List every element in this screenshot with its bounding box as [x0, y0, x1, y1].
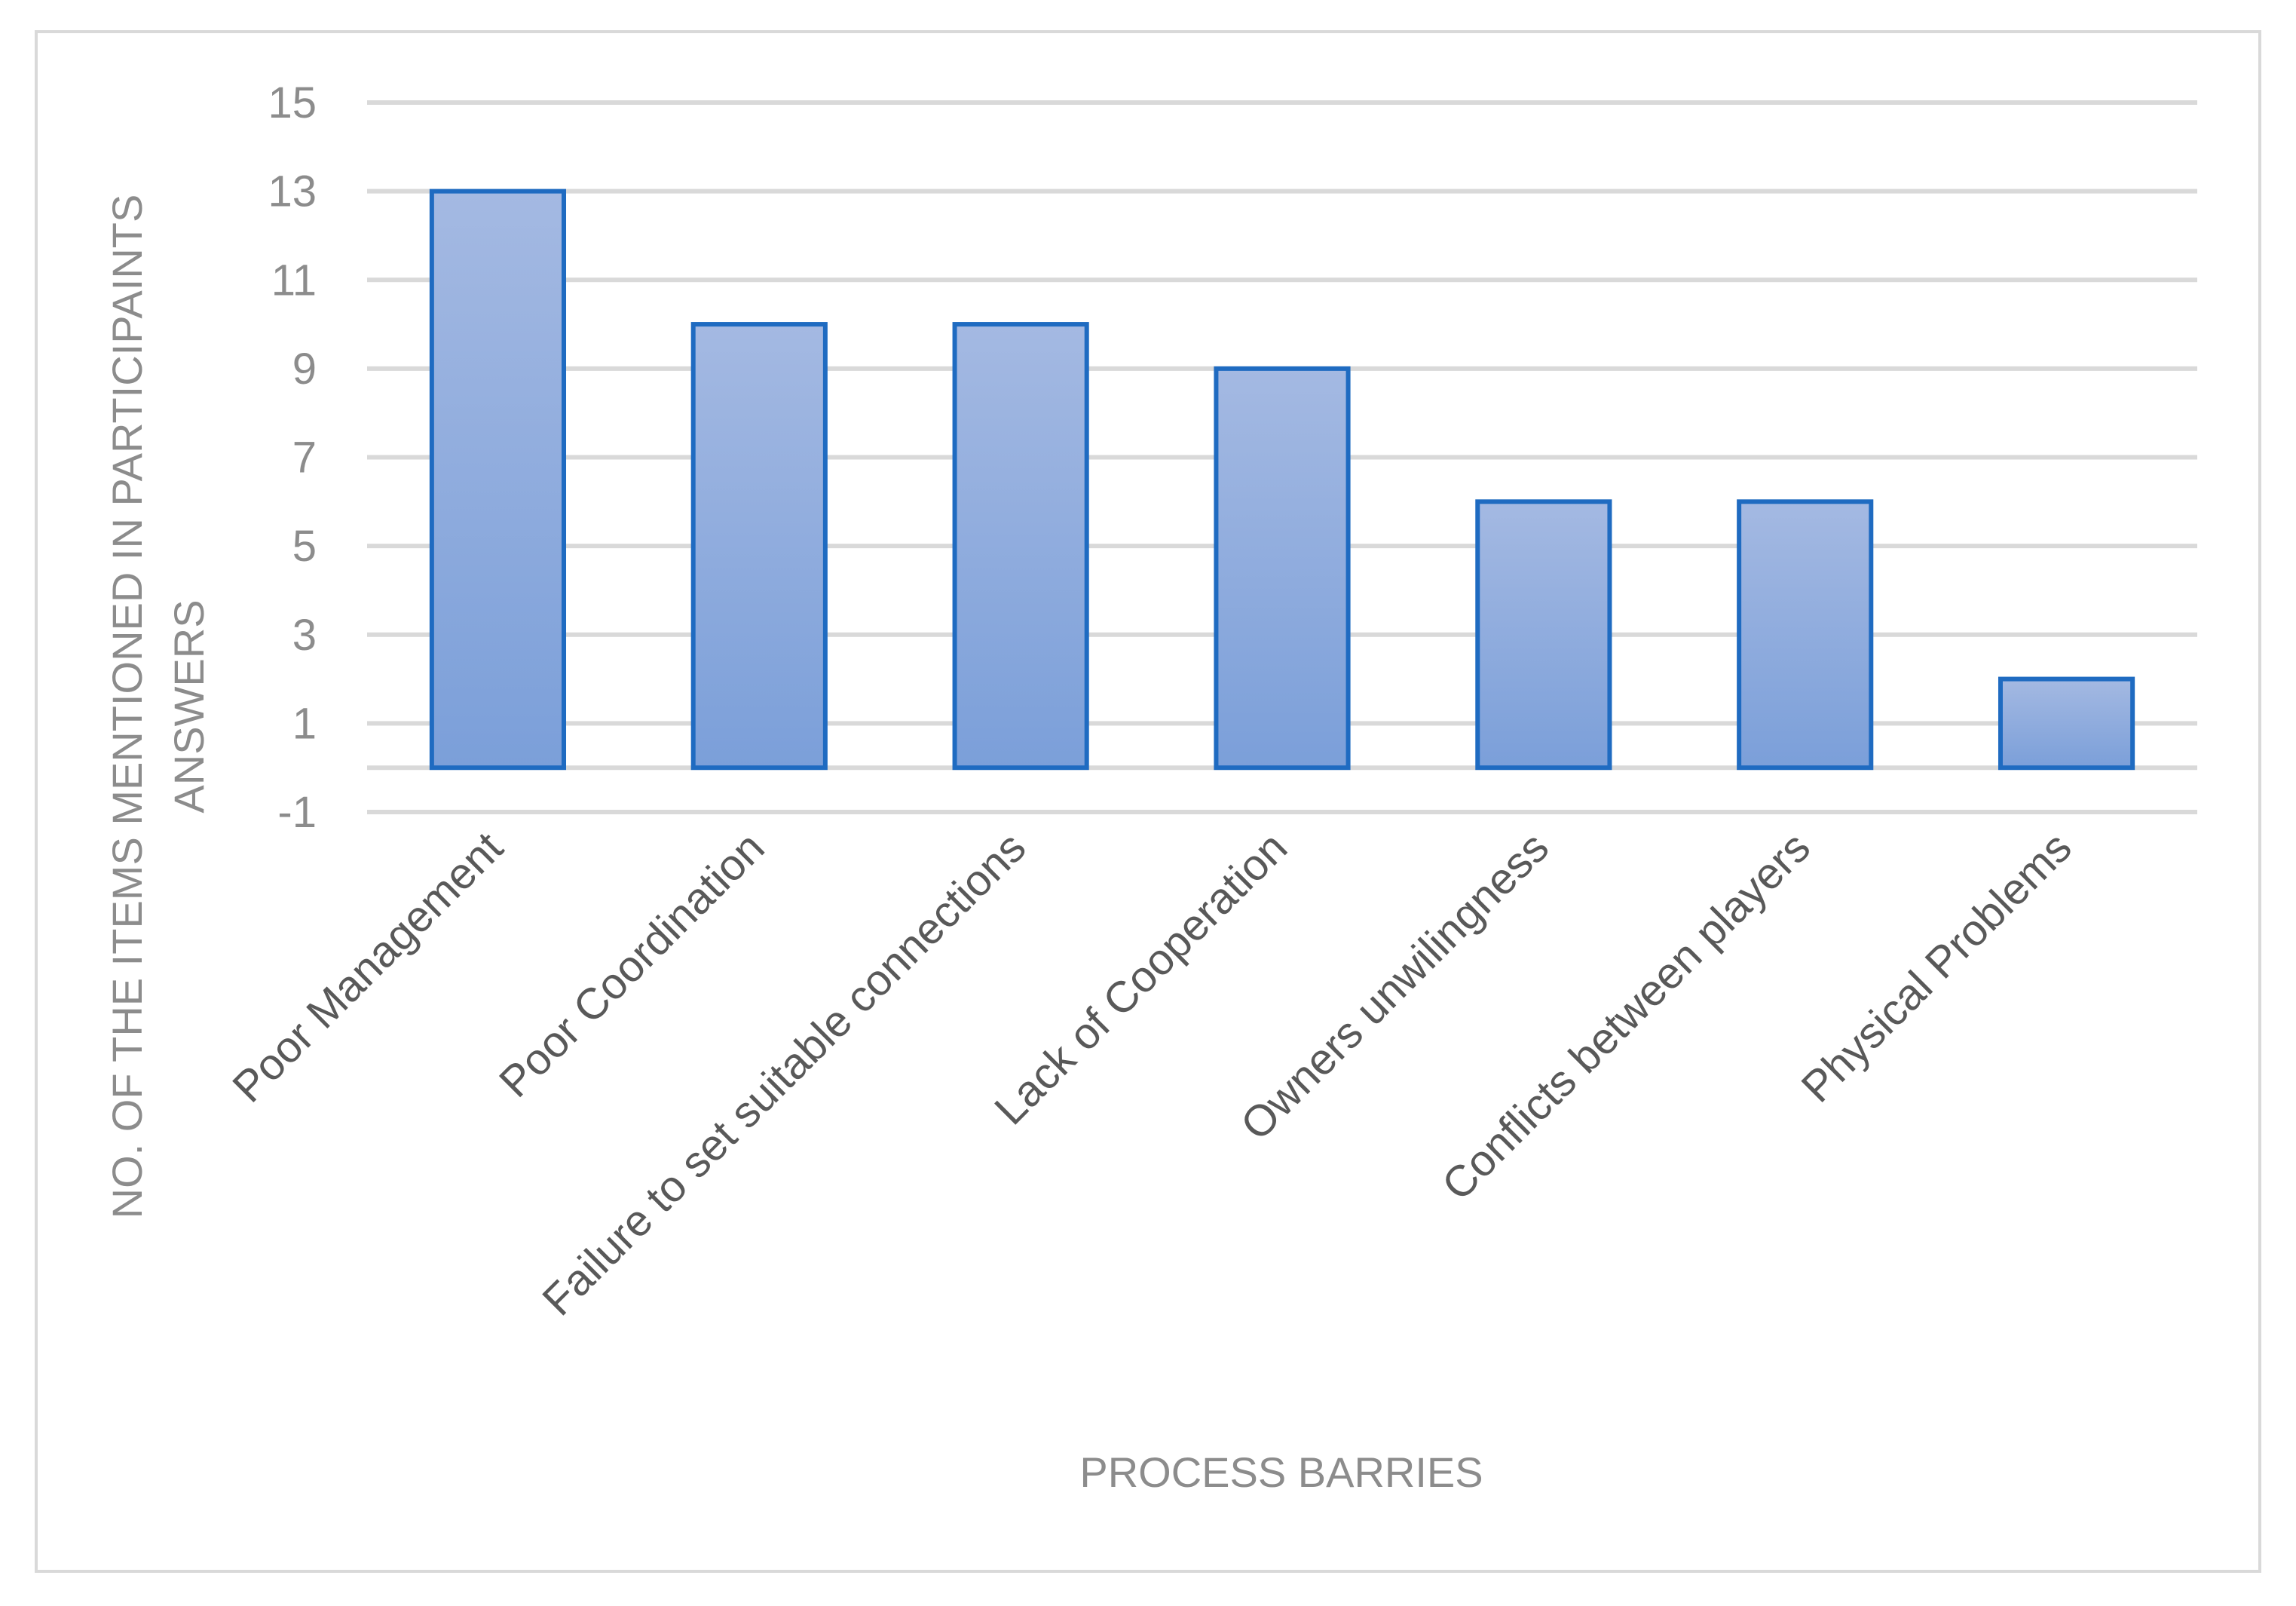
- x-category-label: Physical Problems: [1792, 823, 2080, 1111]
- x-category-label: Poor Coordination: [490, 823, 774, 1107]
- y-axis-title-line-2: ANSWERS: [165, 599, 213, 813]
- x-axis-title: PROCESS BARRIES: [1079, 1448, 1483, 1496]
- bar: [429, 188, 567, 771]
- bar: [690, 322, 828, 771]
- x-category-label: Lack of Cooperation: [985, 823, 1296, 1134]
- y-tick-label: 5: [292, 522, 317, 571]
- bar: [1737, 499, 1874, 771]
- y-tick-label: -1: [277, 788, 317, 837]
- bar: [952, 322, 1089, 771]
- y-tick-label: 9: [292, 345, 317, 394]
- y-axis-ticks: 15 13 11 9 7 5 3 1 -1: [268, 78, 317, 837]
- y-tick-label: 7: [292, 434, 317, 483]
- bars: [429, 188, 2135, 771]
- bar: [1475, 499, 1612, 771]
- bar: [1214, 366, 1351, 771]
- y-tick-label: 15: [268, 78, 317, 127]
- bar: [1998, 676, 2135, 771]
- y-tick-label: 11: [271, 256, 317, 305]
- x-category-label: Poor Management: [223, 823, 512, 1111]
- y-tick-label: 13: [268, 167, 317, 216]
- y-tick-label: 3: [292, 611, 317, 660]
- y-axis-title-line-1: NO. OF THE ITEMS MENTIONED IN PARTICIPAI…: [103, 195, 151, 1219]
- y-tick-label: 1: [292, 699, 317, 748]
- chart-frame: [35, 30, 2261, 1573]
- x-category-label: Failure to set suitable connections: [533, 823, 1035, 1325]
